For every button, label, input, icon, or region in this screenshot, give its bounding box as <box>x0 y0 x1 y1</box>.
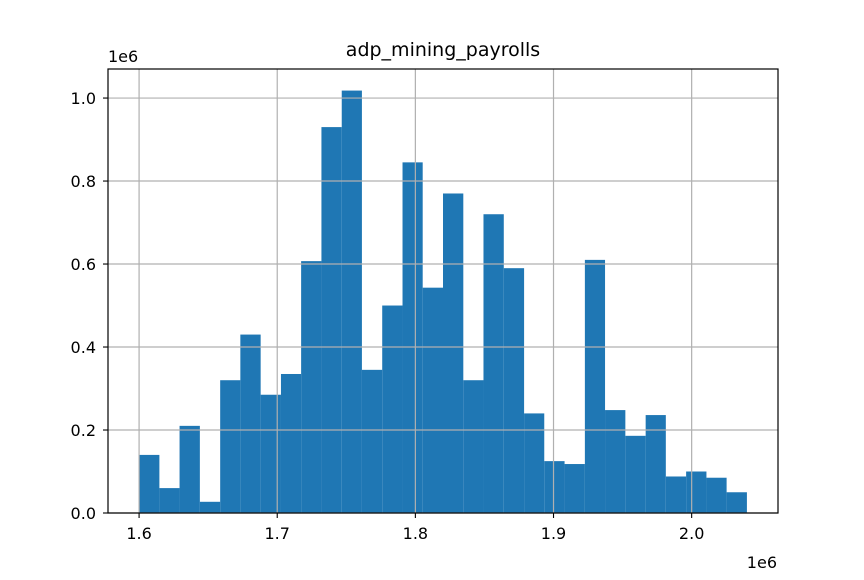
y-tick-label: 0.6 <box>71 255 96 274</box>
y-tick-label: 0.8 <box>71 172 96 191</box>
histogram-bar <box>402 162 423 513</box>
y-axis-offset-label: 1e6 <box>108 47 138 66</box>
histogram-bar <box>483 214 504 513</box>
histogram-bar <box>220 380 241 513</box>
x-axis-ticks: 1.6 1.7 1.8 1.9 2.0 <box>126 513 704 543</box>
histogram-bars <box>139 90 747 514</box>
grid-overlay <box>108 69 778 514</box>
histogram-bar <box>726 492 747 513</box>
histogram-bar <box>665 476 687 513</box>
histogram-bar <box>503 268 525 513</box>
y-tick-label: 0.2 <box>71 421 96 440</box>
y-tick-label: 1.0 <box>71 89 96 108</box>
histogram-bar <box>645 415 666 513</box>
x-tick-label: 1.8 <box>403 524 428 543</box>
histogram-bar <box>564 464 585 513</box>
y-tick-label: 0.0 <box>71 504 96 523</box>
y-axis-ticks: 0.0 0.2 0.4 0.6 0.8 1.0 <box>71 89 108 523</box>
histogram-bar <box>463 380 484 513</box>
x-axis-offset-label: 1e6 <box>747 553 777 572</box>
histogram-bar <box>524 413 545 513</box>
histogram-bar <box>321 127 342 514</box>
histogram-bar <box>422 287 443 513</box>
histogram-bar <box>199 501 221 513</box>
histogram-bar <box>301 261 322 513</box>
histogram-bar <box>159 488 180 513</box>
histogram-bar <box>240 334 261 513</box>
x-tick-label: 1.9 <box>541 524 566 543</box>
histogram-bar <box>139 454 160 513</box>
histogram-bar <box>605 410 626 513</box>
chart-title: adp_mining_payrolls <box>346 39 540 61</box>
x-tick-label: 1.6 <box>126 524 151 543</box>
histogram-bar <box>260 394 281 513</box>
histogram-bar <box>382 305 403 513</box>
histogram-bar <box>341 90 362 513</box>
plot-frame <box>107 68 779 514</box>
histogram-bar <box>625 435 646 513</box>
y-tick-label: 0.4 <box>71 338 96 357</box>
x-tick-label: 2.0 <box>679 524 704 543</box>
histogram-bar <box>179 425 200 513</box>
histogram-bar <box>706 477 727 513</box>
x-tick-label: 1.7 <box>265 524 290 543</box>
histogram-bar <box>544 461 565 513</box>
histogram-bar <box>584 259 606 513</box>
histogram-bar <box>443 193 464 514</box>
histogram-bar <box>280 373 302 513</box>
histogram-bar <box>686 471 707 513</box>
histogram-bar <box>361 369 383 513</box>
